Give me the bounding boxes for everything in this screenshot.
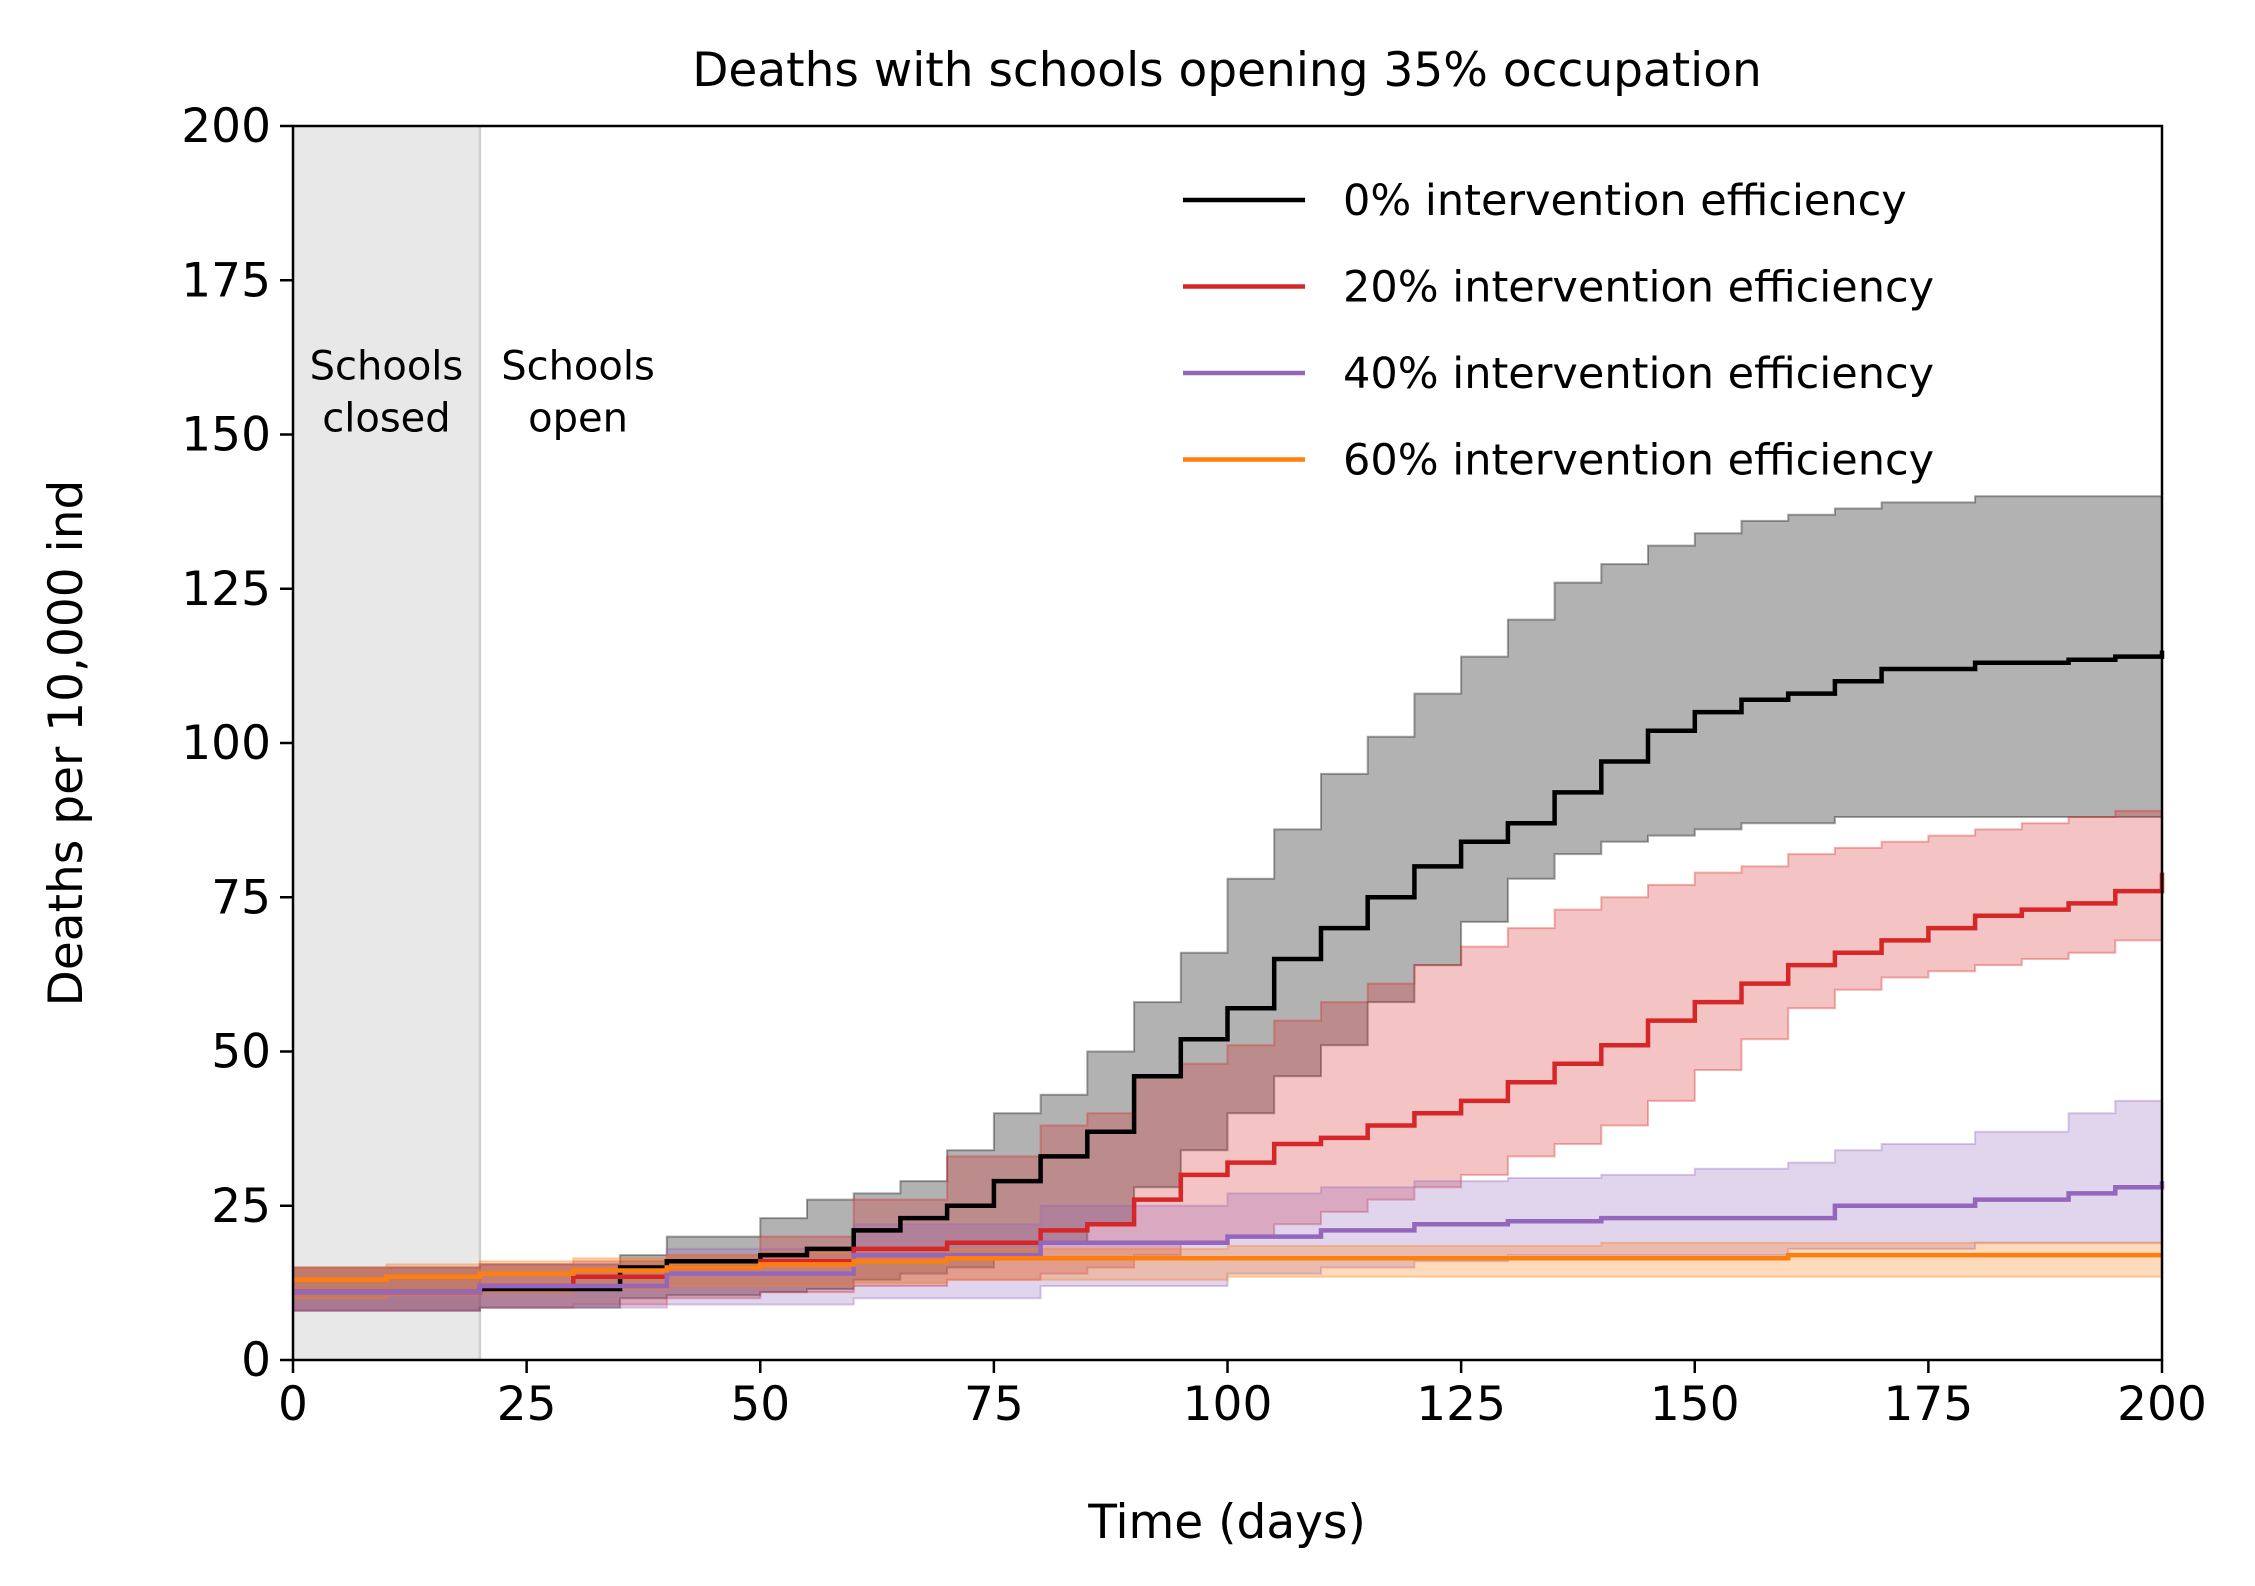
legend-label-2: 40% intervention efficiency — [1343, 349, 1934, 399]
plot-background-layer — [293, 126, 482, 1360]
annotation-1-line-1: open — [528, 395, 628, 441]
x-tick-label-5: 125 — [1416, 1377, 1506, 1432]
y-tick-label-8: 200 — [181, 99, 271, 154]
legend-label-3: 60% intervention efficiency — [1343, 436, 1934, 486]
legend-label-1: 20% intervention efficiency — [1343, 263, 1934, 313]
legend-label-0: 0% intervention efficiency — [1343, 176, 1907, 226]
y-tick-label-2: 50 — [211, 1025, 271, 1080]
x-tick-label-3: 75 — [964, 1377, 1024, 1432]
x-tick-label-4: 100 — [1183, 1377, 1273, 1432]
x-tick-label-2: 50 — [730, 1377, 790, 1432]
series-lines — [293, 650, 2165, 1295]
y-tick-label-4: 100 — [181, 716, 271, 771]
y-tick-label-0: 0 — [241, 1333, 271, 1388]
annotations: Schools closed Schools open — [310, 343, 655, 441]
y-tick-label-7: 175 — [181, 253, 271, 308]
chart-title: Deaths with schools opening 35% occupati… — [692, 43, 1762, 98]
x-axis-label: Time (days) — [1087, 1495, 1366, 1550]
annotation-0-line-1: closed — [322, 395, 450, 441]
schools-closed-region — [293, 126, 480, 1360]
annotation-1-line-0: Schools — [501, 343, 655, 389]
x-tick-label-6: 150 — [1650, 1377, 1740, 1432]
axis-ticks: 0 25 50 75 100 125 150 175 200 0 25 50 75 100 125 150 17… — [181, 99, 2207, 1432]
legend: 0% intervention efficiency 20% interventi… — [1183, 176, 1934, 486]
y-tick-label-3: 75 — [211, 870, 271, 925]
annotation-0-line-0: Schools — [310, 343, 464, 389]
x-tick-label-7: 175 — [1884, 1377, 1974, 1432]
y-axis-label: Deaths per 10,000 ind — [39, 480, 94, 1007]
y-tick-label-1: 25 — [211, 1179, 271, 1234]
x-tick-label-0: 0 — [278, 1377, 308, 1432]
x-tick-label-8: 200 — [2117, 1377, 2207, 1432]
line-series-3 — [293, 1252, 2162, 1283]
y-tick-label-6: 150 — [181, 408, 271, 463]
line-series-2 — [293, 1181, 2165, 1295]
line-series-1 — [293, 872, 2165, 1295]
y-tick-label-5: 125 — [181, 562, 271, 617]
x-tick-label-1: 25 — [497, 1377, 557, 1432]
